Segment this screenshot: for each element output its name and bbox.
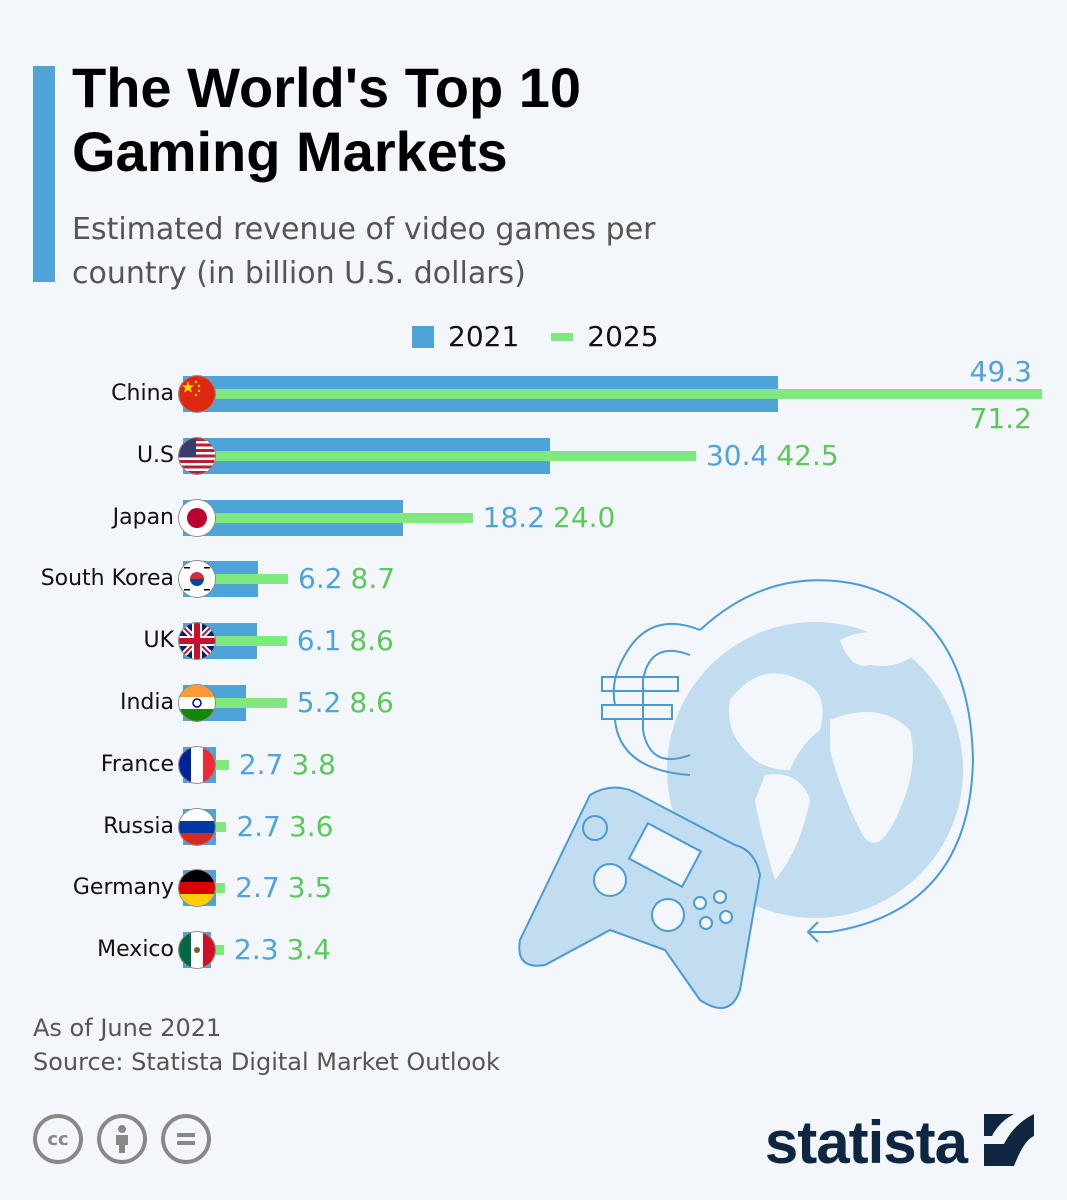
china-flag-icon bbox=[179, 376, 215, 412]
game-controller-icon bbox=[518, 786, 762, 1009]
value-labels: 2.7 3.5 bbox=[235, 868, 332, 908]
value-2021: 2.3 bbox=[234, 933, 279, 966]
title-accent-bar bbox=[33, 66, 55, 282]
mexico-flag-icon bbox=[179, 932, 215, 968]
value-labels: 2.7 3.8 bbox=[239, 745, 336, 785]
value-2025: 8.7 bbox=[350, 562, 396, 595]
bar-2025 bbox=[183, 451, 696, 461]
value-labels: 18.2 24.0 bbox=[483, 498, 616, 538]
no-derivatives-icon[interactable] bbox=[161, 1114, 211, 1164]
globe-controller-illustration bbox=[518, 579, 975, 1009]
country-label: India bbox=[120, 690, 174, 715]
bar-row: South Korea 6.2 8.7 bbox=[0, 559, 1067, 599]
value-2025: 8.6 bbox=[349, 624, 394, 657]
country-label: South Korea bbox=[40, 566, 174, 591]
bar-row: UK 6.1 8.6 bbox=[0, 621, 1067, 661]
value-2025: 3.8 bbox=[291, 748, 336, 781]
value-labels: 6.2 8.7 bbox=[298, 559, 395, 599]
bar-row: China bbox=[0, 374, 1067, 414]
bar-2025 bbox=[183, 574, 288, 584]
bar-row: Japan 18.2 24.0 bbox=[0, 498, 1067, 538]
value-2025: 3.6 bbox=[288, 810, 334, 843]
value-2021: 6.1 bbox=[296, 624, 342, 657]
country-label: Mexico bbox=[97, 937, 174, 962]
cc-icon[interactable]: cc bbox=[33, 1114, 83, 1164]
globe-icon bbox=[667, 622, 963, 918]
country-label: France bbox=[100, 752, 174, 777]
value-2021: 2.7 bbox=[235, 871, 280, 904]
germany-flag-icon bbox=[179, 870, 215, 906]
value-2021: 30.4 bbox=[705, 439, 769, 472]
bar-2025 bbox=[183, 698, 287, 708]
chart-subtitle: Estimated revenue of video games per cou… bbox=[72, 212, 656, 291]
bar-2025 bbox=[183, 389, 1043, 399]
value-labels: 2.7 3.6 bbox=[236, 807, 333, 847]
bar-2025 bbox=[183, 636, 287, 646]
russia-flag-icon bbox=[179, 809, 215, 845]
value-labels: 2.3 3.4 bbox=[234, 930, 331, 970]
bar-row: India 5.2 8.6 bbox=[0, 683, 1067, 723]
value-2021: 2.7 bbox=[236, 810, 281, 843]
legend-swatch-2025 bbox=[551, 332, 574, 341]
value-2021: 6.2 bbox=[298, 562, 343, 595]
value-2021: 2.7 bbox=[238, 748, 284, 781]
value-labels: 5.2 8.6 bbox=[297, 683, 394, 723]
us-flag-icon bbox=[179, 438, 215, 474]
value-2025: 42.5 bbox=[776, 439, 839, 472]
legend: 2021 2025 bbox=[412, 320, 659, 353]
value-2021: 5.2 bbox=[296, 686, 342, 719]
chart-title: The World's Top 10 Gaming Markets bbox=[72, 56, 582, 183]
country-label: Russia bbox=[103, 814, 174, 839]
bar-2025 bbox=[183, 513, 473, 523]
country-label: Japan bbox=[112, 505, 174, 530]
value-2025: 3.5 bbox=[287, 871, 333, 904]
euro-icon bbox=[601, 622, 701, 776]
value-labels: 30.4 42.5 bbox=[706, 436, 839, 476]
source-note: Source: Statista Digital Market Outlook bbox=[33, 1048, 500, 1076]
france-flag-icon bbox=[179, 747, 215, 783]
value-labels: 6.1 8.6 bbox=[297, 621, 394, 661]
bar-row: France 2.7 3.8 bbox=[0, 745, 1067, 785]
legend-swatch-2021 bbox=[412, 325, 434, 348]
value-2025: 8.6 bbox=[349, 686, 394, 719]
legend-label-2021: 2021 bbox=[448, 320, 520, 353]
country-label: Germany bbox=[72, 875, 174, 900]
country-label: UK bbox=[143, 628, 174, 653]
legend-label-2025: 2025 bbox=[587, 320, 659, 353]
china-value-2025: 71.2 bbox=[969, 402, 1032, 435]
uk-flag-icon bbox=[179, 623, 215, 659]
china-value-2021: 49.3 bbox=[969, 355, 1032, 388]
japan-flag-icon bbox=[179, 500, 215, 536]
country-label: China bbox=[111, 381, 174, 406]
statista-logo[interactable]: statista bbox=[764, 1109, 968, 1176]
attribution-icon[interactable] bbox=[97, 1114, 147, 1164]
india-flag-icon bbox=[179, 685, 215, 721]
value-2025: 24.0 bbox=[553, 501, 616, 534]
country-label: U.S bbox=[136, 443, 174, 468]
statista-logo-mark-icon bbox=[984, 1114, 1034, 1166]
bar-row: Russia 2.7 3.6 bbox=[0, 807, 1067, 847]
value-2025: 3.4 bbox=[286, 933, 332, 966]
bar-row: Mexico 2.3 3.4 bbox=[0, 930, 1067, 970]
bar-row: Germany 2.7 3.5 bbox=[0, 868, 1067, 908]
as-of-note: As of June 2021 bbox=[33, 1014, 222, 1042]
south-korea-flag-icon bbox=[179, 561, 215, 597]
bar-row: U.S 30.4 42.5 bbox=[0, 436, 1067, 476]
value-2021: 18.2 bbox=[482, 501, 546, 534]
